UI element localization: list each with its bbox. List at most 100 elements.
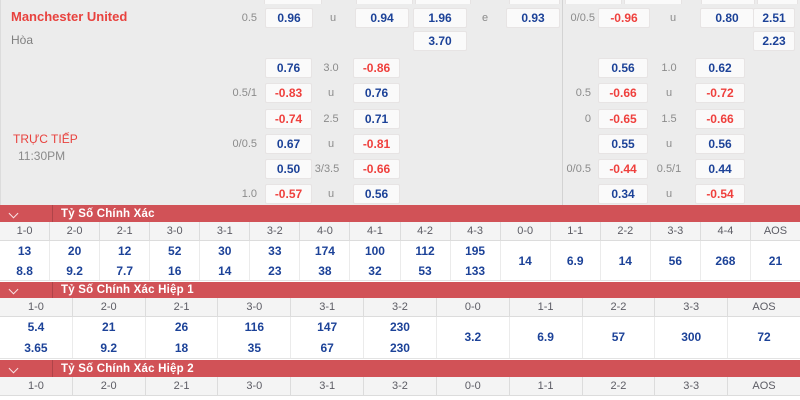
score-odds-value[interactable]: 53 [418, 263, 432, 278]
odds-box[interactable]: 0.67 [265, 134, 312, 154]
odds-box[interactable]: 0.80 [700, 8, 754, 28]
score-odds-value[interactable]: 5.4 [27, 319, 45, 334]
odds-box[interactable]: 0.96 [265, 8, 313, 28]
score-odds-value[interactable]: 100 [364, 243, 385, 258]
score-odds-value[interactable]: 35 [247, 340, 262, 355]
odds-box[interactable]: 0.56 [695, 134, 745, 154]
score-odds-cell[interactable]: 30 14 [200, 241, 251, 280]
odds-box[interactable]: -0.86 [353, 58, 400, 78]
score-odds-cell[interactable]: 52 16 [150, 241, 201, 280]
score-odds-cell[interactable]: 5.4 3.65 [0, 317, 73, 358]
chevron-down-icon[interactable] [8, 282, 22, 298]
chevron-down-icon[interactable] [8, 360, 22, 377]
score-odds-value[interactable]: 56 [668, 253, 683, 268]
score-odds-value[interactable]: 14 [618, 253, 632, 268]
score-odds-value[interactable]: 7.7 [116, 263, 133, 278]
score-odds-value[interactable]: 23 [268, 263, 282, 278]
score-odds-value[interactable]: 33 [268, 243, 282, 258]
score-odds-value[interactable]: 230 [389, 319, 410, 334]
score-odds-value[interactable]: 13 [17, 243, 32, 258]
score-odds-value[interactable]: 195 [465, 243, 486, 258]
score-odds-cell[interactable]: 20 9.2 [50, 241, 101, 280]
odds-box[interactable]: -0.72 [695, 83, 745, 103]
score-odds-cell[interactable]: 33 23 [250, 241, 301, 280]
score-odds-cell[interactable]: 268 [701, 241, 751, 280]
odds-box[interactable]: -0.83 [265, 83, 312, 103]
score-odds-value[interactable]: 16 [168, 263, 182, 278]
score-odds-value[interactable]: 8.8 [16, 263, 33, 278]
odds-box[interactable]: 0.71 [353, 109, 400, 129]
score-odds-value[interactable]: 57 [611, 330, 626, 344]
score-odds-value[interactable]: 300 [681, 330, 702, 344]
score-odds-value[interactable]: 67 [320, 340, 334, 355]
score-odds-value[interactable]: 30 [218, 243, 232, 258]
score-odds-value[interactable]: 14 [518, 253, 532, 268]
odds-box[interactable]: -0.66 [353, 159, 400, 179]
odds-box[interactable]: 0.56 [598, 58, 648, 78]
odds-box[interactable]: 3.70 [413, 31, 467, 51]
odds-box[interactable]: -0.54 [695, 184, 745, 204]
odds-box[interactable]: -0.66 [695, 109, 745, 129]
odds-box[interactable]: 0.76 [353, 83, 400, 103]
score-odds-value[interactable]: 32 [368, 263, 382, 278]
score-odds-cell[interactable]: 14 [601, 241, 651, 280]
score-odds-value[interactable]: 112 [415, 243, 435, 258]
odds-box[interactable]: 0.55 [598, 134, 648, 154]
score-odds-cell[interactable]: 6.9 [551, 241, 601, 280]
correct-score-half2-banner[interactable]: Tỷ Số Chính Xác Hiệp 2 [0, 360, 800, 377]
score-odds-cell[interactable]: 300 [655, 317, 729, 358]
odds-box[interactable]: 0.93 [506, 8, 560, 28]
odds-box[interactable]: -0.66 [598, 83, 648, 103]
score-odds-value[interactable]: 268 [715, 253, 736, 268]
odds-box[interactable]: 0.34 [598, 184, 648, 204]
score-odds-cell[interactable]: 14 [501, 241, 551, 280]
score-odds-value[interactable]: 20 [67, 243, 82, 258]
odds-box[interactable]: -0.57 [265, 184, 312, 204]
score-odds-cell[interactable]: 26 18 [146, 317, 219, 358]
score-odds-value[interactable]: 21 [102, 319, 116, 334]
score-odds-value[interactable]: 52 [168, 243, 182, 258]
score-odds-cell[interactable]: 12 7.7 [100, 241, 151, 280]
score-odds-cell[interactable]: 147 67 [291, 317, 365, 358]
score-odds-value[interactable]: 18 [174, 340, 189, 355]
odds-box[interactable]: -0.96 [598, 8, 650, 28]
score-odds-value[interactable]: 14 [218, 263, 232, 278]
chevron-down-icon[interactable] [8, 205, 22, 222]
odds-box[interactable]: -0.81 [353, 134, 400, 154]
odds-box[interactable]: -0.74 [265, 109, 312, 129]
score-odds-value[interactable]: 38 [318, 263, 332, 278]
odds-box[interactable]: -0.44 [598, 159, 648, 179]
score-odds-value[interactable]: 6.9 [537, 330, 554, 344]
score-odds-cell[interactable]: 6.9 [510, 317, 583, 358]
score-odds-value[interactable]: 3.2 [464, 330, 482, 344]
score-odds-value[interactable]: 9.2 [100, 340, 118, 355]
score-odds-cell[interactable]: 13 8.8 [0, 241, 51, 280]
odds-box[interactable]: 2.23 [753, 31, 795, 51]
score-odds-cell[interactable]: 230 230 [364, 317, 437, 358]
score-odds-cell[interactable]: 195 133 [451, 241, 501, 280]
odds-box[interactable]: 0.56 [353, 184, 400, 204]
score-odds-value[interactable]: 3.65 [24, 340, 48, 355]
score-odds-cell[interactable]: 56 [651, 241, 701, 280]
score-odds-value[interactable]: 147 [317, 319, 338, 334]
score-odds-value[interactable]: 12 [117, 243, 132, 258]
odds-box[interactable]: -0.65 [598, 109, 648, 129]
odds-box[interactable]: 0.50 [265, 159, 312, 179]
correct-score-half1-banner[interactable]: Tỷ Số Chính Xác Hiệp 1 [0, 282, 800, 298]
score-odds-value[interactable]: 174 [314, 243, 335, 258]
odds-box[interactable]: 1.96 [413, 8, 467, 28]
odds-box[interactable]: 0.44 [695, 159, 745, 179]
score-odds-value[interactable]: 72 [757, 330, 771, 344]
score-odds-value[interactable]: 116 [244, 319, 265, 334]
score-odds-value[interactable]: 21 [768, 253, 783, 268]
odds-box[interactable]: 0.76 [265, 58, 312, 78]
odds-box[interactable]: 2.51 [753, 8, 795, 28]
score-odds-cell[interactable]: 100 32 [350, 241, 401, 280]
score-odds-cell[interactable]: 112 53 [401, 241, 451, 280]
score-odds-cell[interactable]: 21 [751, 241, 800, 280]
score-odds-cell[interactable]: 72 [728, 317, 800, 358]
score-odds-value[interactable]: 6.9 [566, 253, 584, 268]
odds-box[interactable]: 0.62 [695, 58, 745, 78]
score-odds-cell[interactable]: 57 [583, 317, 656, 358]
score-odds-value[interactable]: 9.2 [66, 263, 83, 278]
